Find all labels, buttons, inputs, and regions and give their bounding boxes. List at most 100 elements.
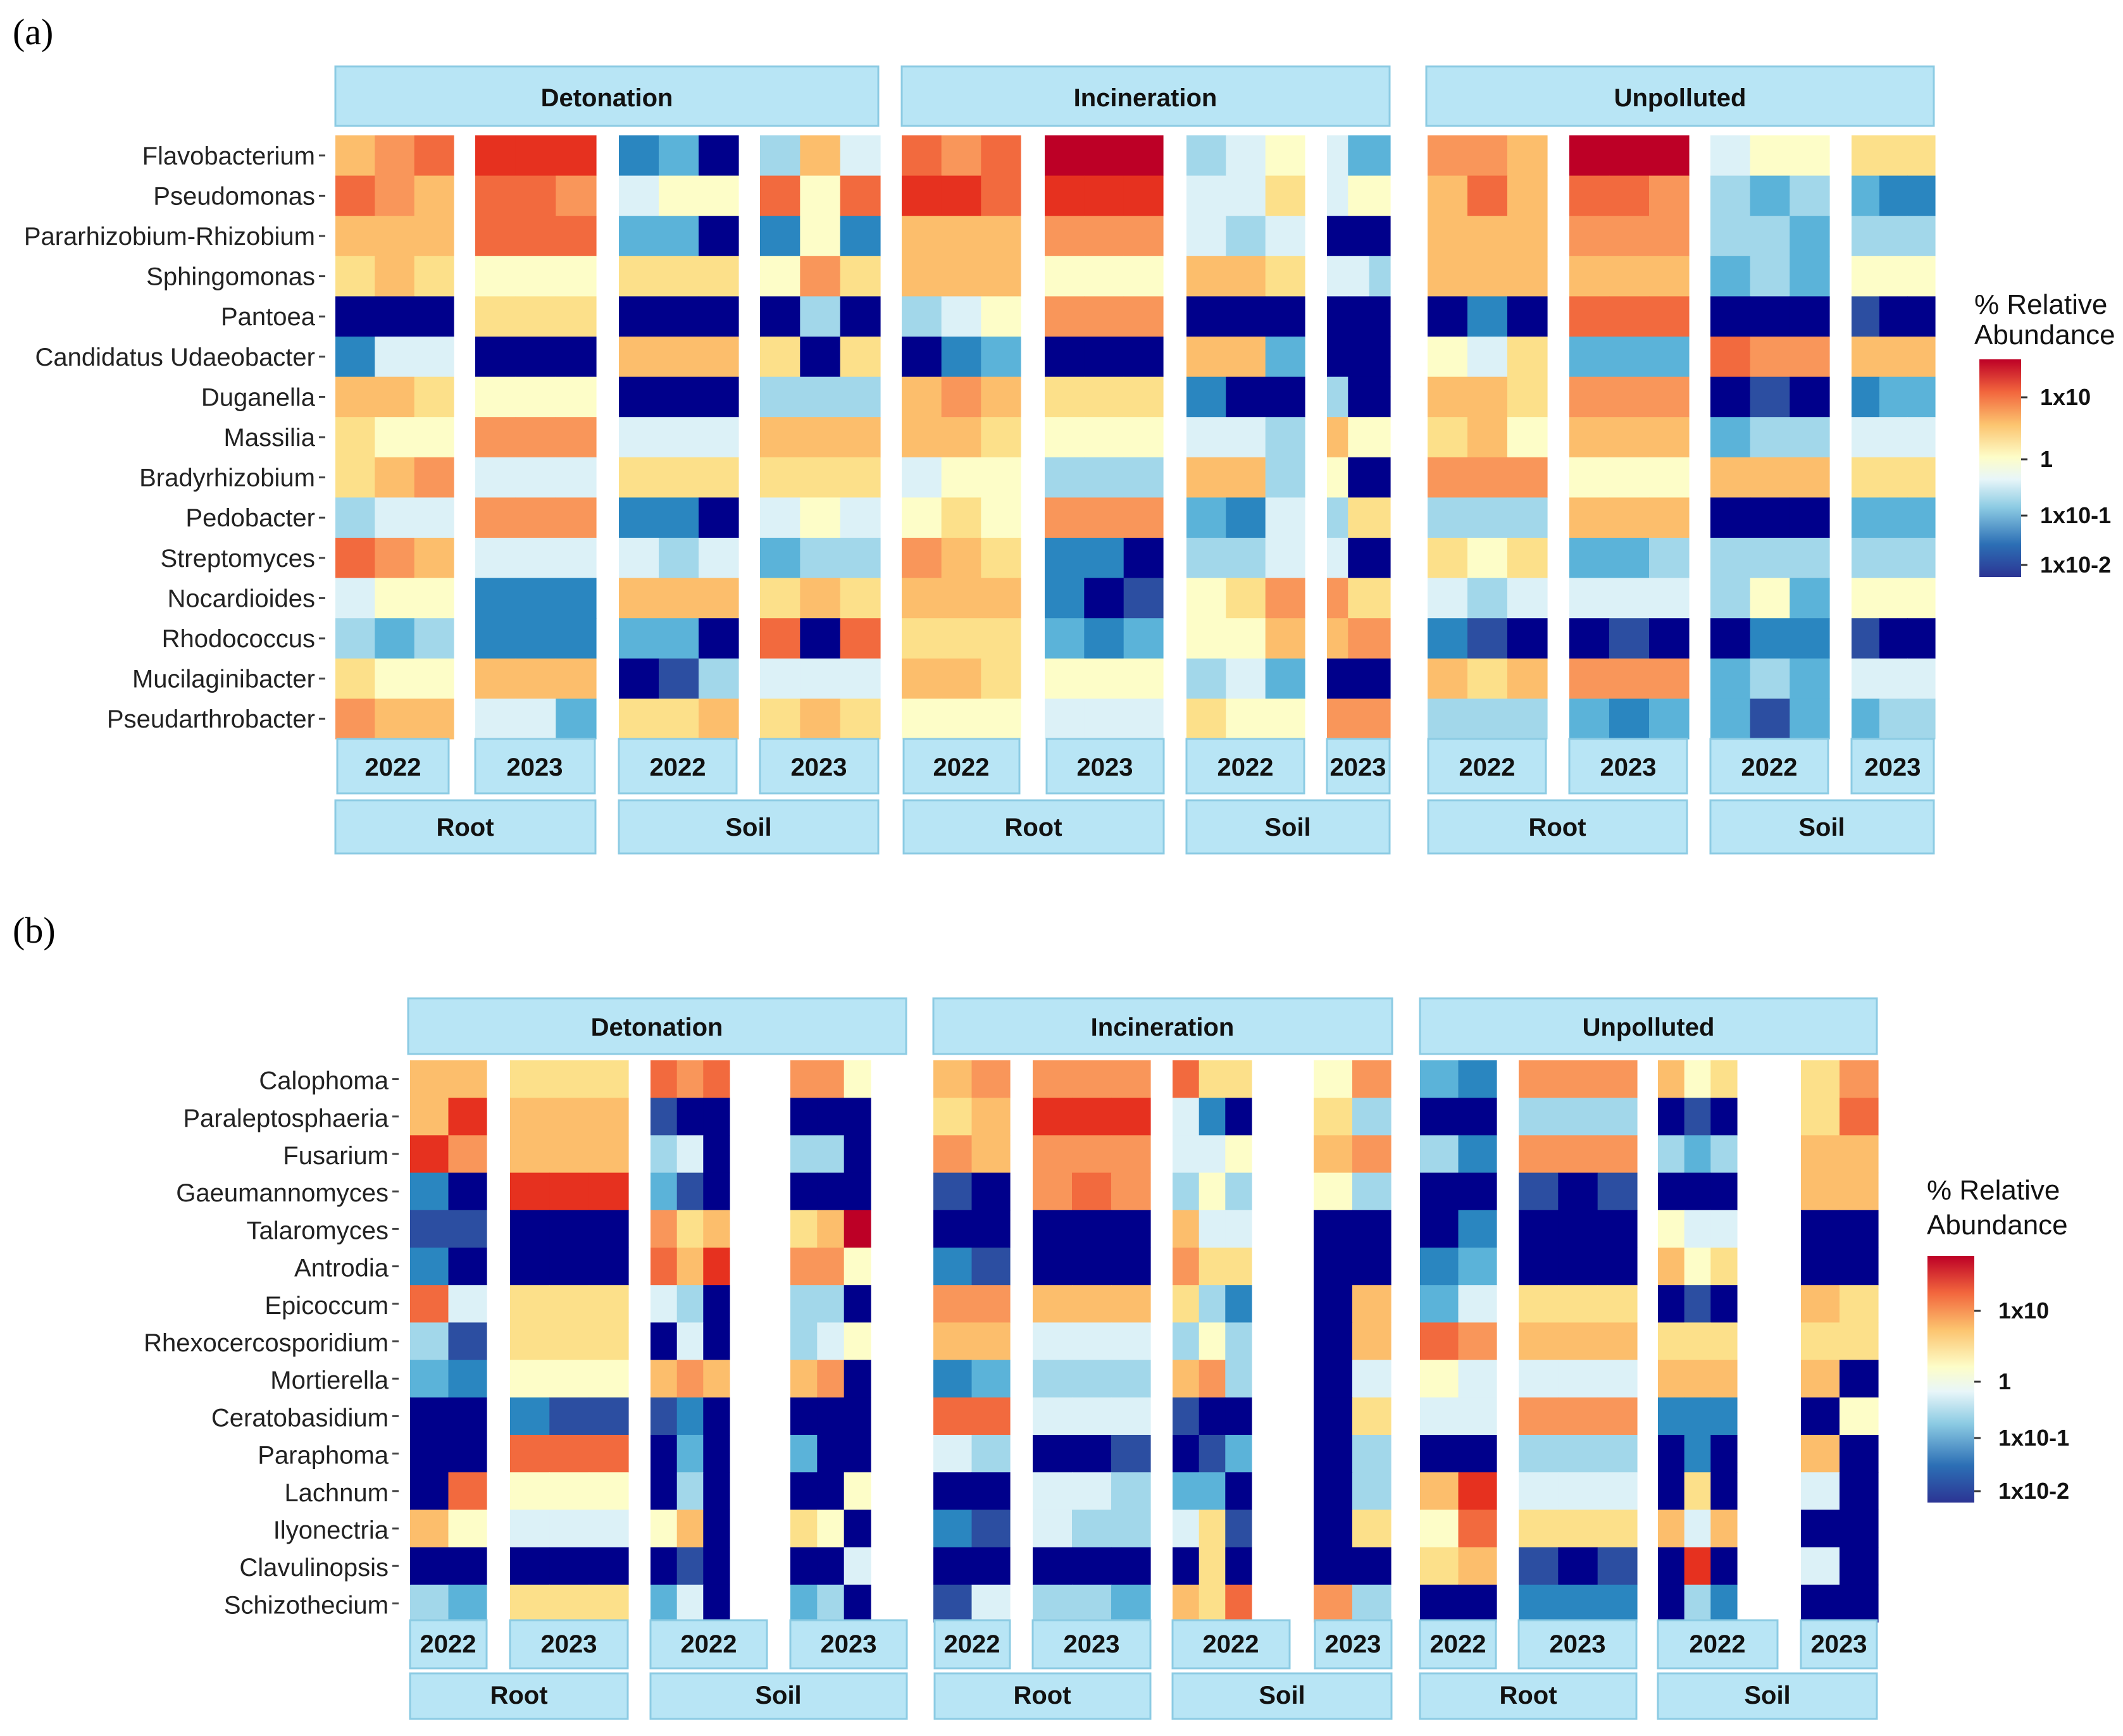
heatmap-cell — [1225, 1285, 1252, 1323]
heatmap-cell — [1072, 1248, 1112, 1286]
heatmap-cell — [1710, 1360, 1738, 1398]
heatmap-cell — [1111, 1060, 1151, 1098]
heatmap-cell — [1123, 135, 1164, 177]
heatmap-cell — [1609, 337, 1650, 378]
heatmap-cell — [1352, 1360, 1391, 1398]
heatmap-cell — [933, 1060, 973, 1098]
heatmap-cell — [556, 497, 597, 538]
heatmap-cell — [448, 1547, 487, 1585]
heatmap-cell — [1852, 658, 1880, 699]
heatmap-cell — [1750, 216, 1790, 257]
heatmap-cell — [1225, 1472, 1252, 1510]
heatmap-cell — [1649, 457, 1690, 498]
heatmap-cell — [414, 618, 454, 659]
heatmap-cell — [1045, 256, 1085, 297]
heatmap-cell — [659, 296, 699, 337]
heatmap-cell — [1173, 1397, 1200, 1435]
heatmap-cell — [1597, 1135, 1638, 1174]
heatmap-cell — [1519, 1285, 1559, 1323]
heatmap-cell — [659, 256, 699, 297]
heatmap-cell — [1840, 1397, 1879, 1435]
heatmap-cell — [1420, 1584, 1459, 1623]
heatmap-cell — [817, 1172, 845, 1211]
heatmap-cell — [817, 1322, 845, 1361]
group-label: Incineration — [1091, 1014, 1235, 1041]
heatmap-cell — [1658, 1172, 1685, 1211]
heatmap-cell — [790, 1135, 818, 1174]
heatmap-cell — [1173, 1510, 1200, 1548]
heatmap-cell — [375, 497, 415, 538]
heatmap-cell — [619, 658, 659, 699]
heatmap-cell — [790, 1210, 818, 1248]
heatmap-cell — [760, 337, 800, 378]
heatmap-cell — [981, 216, 1021, 257]
heatmap-cell — [1710, 1248, 1738, 1286]
heatmap-cell — [1226, 578, 1266, 619]
heatmap-cell — [1072, 1547, 1112, 1585]
heatmap-cell — [556, 337, 597, 378]
heatmap-cell — [1327, 296, 1348, 337]
heatmap-cell — [475, 417, 516, 458]
heatmap-cell — [1507, 497, 1548, 538]
heatmap-cell — [817, 1472, 845, 1510]
group-label: Unpolluted — [1614, 84, 1746, 112]
heatmap-cell — [651, 1584, 678, 1623]
heatmap-cell — [1852, 296, 1880, 337]
heatmap-cell — [800, 538, 841, 579]
heatmap-cell — [844, 1248, 871, 1286]
heatmap-cell — [1327, 618, 1348, 659]
heatmap-cell — [1710, 1510, 1738, 1548]
group-label: Incineration — [1074, 84, 1217, 112]
heatmap-cell — [1198, 1135, 1226, 1174]
heatmap-cell — [1033, 1060, 1073, 1098]
year-label: 2023 — [1550, 1630, 1606, 1658]
heatmap-cell — [1467, 538, 1508, 579]
heatmap-cell — [414, 376, 454, 418]
heatmap-cell — [760, 256, 800, 297]
heatmap-cell — [840, 538, 881, 579]
heatmap-cell — [410, 1547, 449, 1585]
heatmap-cell — [448, 1472, 487, 1510]
heatmap-cell — [659, 175, 699, 216]
heatmap-cell — [1852, 417, 1880, 458]
heatmap-cell — [1569, 256, 1610, 297]
heatmap-cell — [1907, 417, 1936, 458]
year-label: 2023 — [791, 753, 847, 781]
heatmap-cell — [941, 337, 981, 378]
heatmap-cell — [1327, 337, 1348, 378]
heatmap-cell — [941, 457, 981, 498]
heatmap-cell — [1801, 1435, 1840, 1473]
heatmap-cell — [1907, 618, 1936, 659]
heatmap-cell — [902, 457, 942, 498]
heatmap-cell — [659, 538, 699, 579]
heatmap-cell — [375, 296, 415, 337]
heatmap-cell — [549, 1248, 590, 1286]
heatmap-cell — [760, 698, 800, 740]
heatmap-cell — [1458, 1584, 1497, 1623]
heatmap-cell — [1225, 1510, 1252, 1548]
heatmap-cell — [1907, 578, 1936, 619]
heatmap-cell — [1710, 1584, 1738, 1623]
heatmap-cell — [414, 658, 454, 699]
heatmap-cell — [1750, 698, 1790, 740]
year-label: 2022 — [650, 753, 706, 781]
heatmap-cell — [1569, 296, 1610, 337]
heatmap-cell — [1186, 538, 1226, 579]
heatmap-cell — [1597, 1060, 1638, 1098]
row-label: Lachnum — [284, 1479, 389, 1507]
group-strip — [407, 997, 907, 1055]
heatmap-cell — [1907, 538, 1936, 579]
heatmap-cell — [1658, 1098, 1685, 1136]
heatmap-cell — [1750, 376, 1790, 418]
heatmap-cell — [844, 1360, 871, 1398]
row-label: Sphingomonas — [146, 263, 315, 291]
heatmap-cell — [1226, 417, 1266, 458]
heatmap-cell — [760, 538, 800, 579]
year-strips: 2022 2023 2022 2023 2022 2023 2022 2023 … — [336, 738, 1935, 795]
heatmap-cell — [1072, 1285, 1112, 1323]
heatmap-cell — [840, 175, 881, 216]
heatmap-cell — [1084, 296, 1124, 337]
heatmap-cell — [588, 1285, 629, 1323]
tissue-label: Soil — [1264, 814, 1311, 841]
heatmap-cell — [556, 658, 597, 699]
